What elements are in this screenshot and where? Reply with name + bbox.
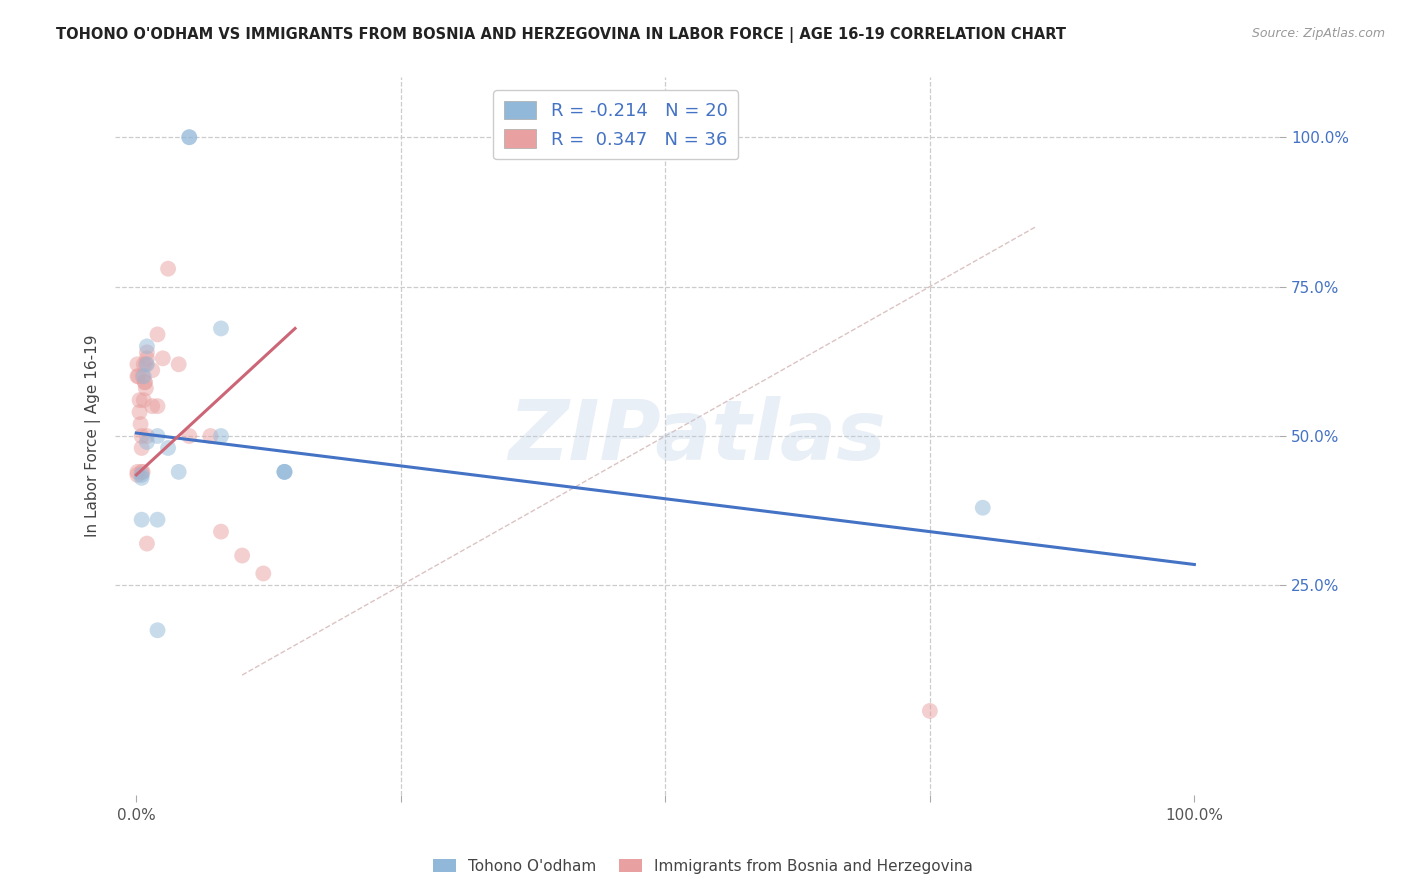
Point (209, 429, 232, 443)
Point (136, 345, 159, 359)
Point (131, 369, 153, 384)
Point (135, 381, 157, 395)
Point (179, 130, 201, 145)
Point (273, 465, 295, 479)
Point (131, 465, 153, 479)
Point (136, 357, 159, 371)
Point (136, 536, 159, 550)
Point (273, 465, 295, 479)
Point (157, 261, 180, 276)
Point (136, 339, 159, 353)
Point (146, 429, 169, 443)
Text: Source: ZipAtlas.com: Source: ZipAtlas.com (1251, 27, 1385, 40)
Point (131, 467, 153, 482)
Legend: R = -0.214   N = 20, R =  0.347   N = 36: R = -0.214 N = 20, R = 0.347 N = 36 (494, 90, 738, 160)
Point (179, 429, 201, 443)
Point (918, 704, 941, 718)
Point (146, 399, 169, 413)
Point (146, 624, 169, 638)
Point (179, 130, 201, 145)
Point (128, 393, 150, 408)
Point (128, 405, 150, 419)
Point (131, 441, 153, 455)
Y-axis label: In Labor Force | Age 16-19: In Labor Force | Age 16-19 (86, 334, 101, 537)
Point (127, 369, 149, 384)
Point (141, 363, 163, 377)
Point (146, 513, 169, 527)
Point (152, 351, 174, 366)
Point (167, 465, 190, 479)
Point (127, 357, 149, 371)
Point (209, 524, 232, 539)
Point (134, 376, 156, 390)
Point (132, 393, 155, 408)
Point (127, 465, 149, 479)
Point (146, 327, 169, 342)
Point (141, 399, 163, 413)
Point (157, 441, 180, 455)
Point (231, 549, 253, 563)
Point (134, 376, 156, 390)
Point (200, 429, 222, 443)
Point (167, 357, 190, 371)
Point (135, 357, 157, 371)
Point (136, 351, 159, 366)
Text: ZIPatlas: ZIPatlas (508, 395, 886, 476)
Point (209, 321, 232, 335)
Point (131, 471, 153, 485)
Point (136, 435, 159, 450)
Point (131, 429, 153, 443)
Text: TOHONO O'ODHAM VS IMMIGRANTS FROM BOSNIA AND HERZEGOVINA IN LABOR FORCE | AGE 16: TOHONO O'ODHAM VS IMMIGRANTS FROM BOSNIA… (56, 27, 1066, 43)
Point (132, 369, 155, 384)
Point (132, 357, 155, 371)
Point (252, 566, 274, 581)
Point (131, 465, 153, 479)
Point (129, 417, 152, 431)
Point (127, 369, 149, 384)
Point (972, 500, 994, 515)
Legend: Tohono O'odham, Immigrants from Bosnia and Herzegovina: Tohono O'odham, Immigrants from Bosnia a… (427, 853, 979, 880)
Point (136, 429, 159, 443)
Point (127, 467, 149, 482)
Point (273, 465, 295, 479)
Point (131, 513, 153, 527)
